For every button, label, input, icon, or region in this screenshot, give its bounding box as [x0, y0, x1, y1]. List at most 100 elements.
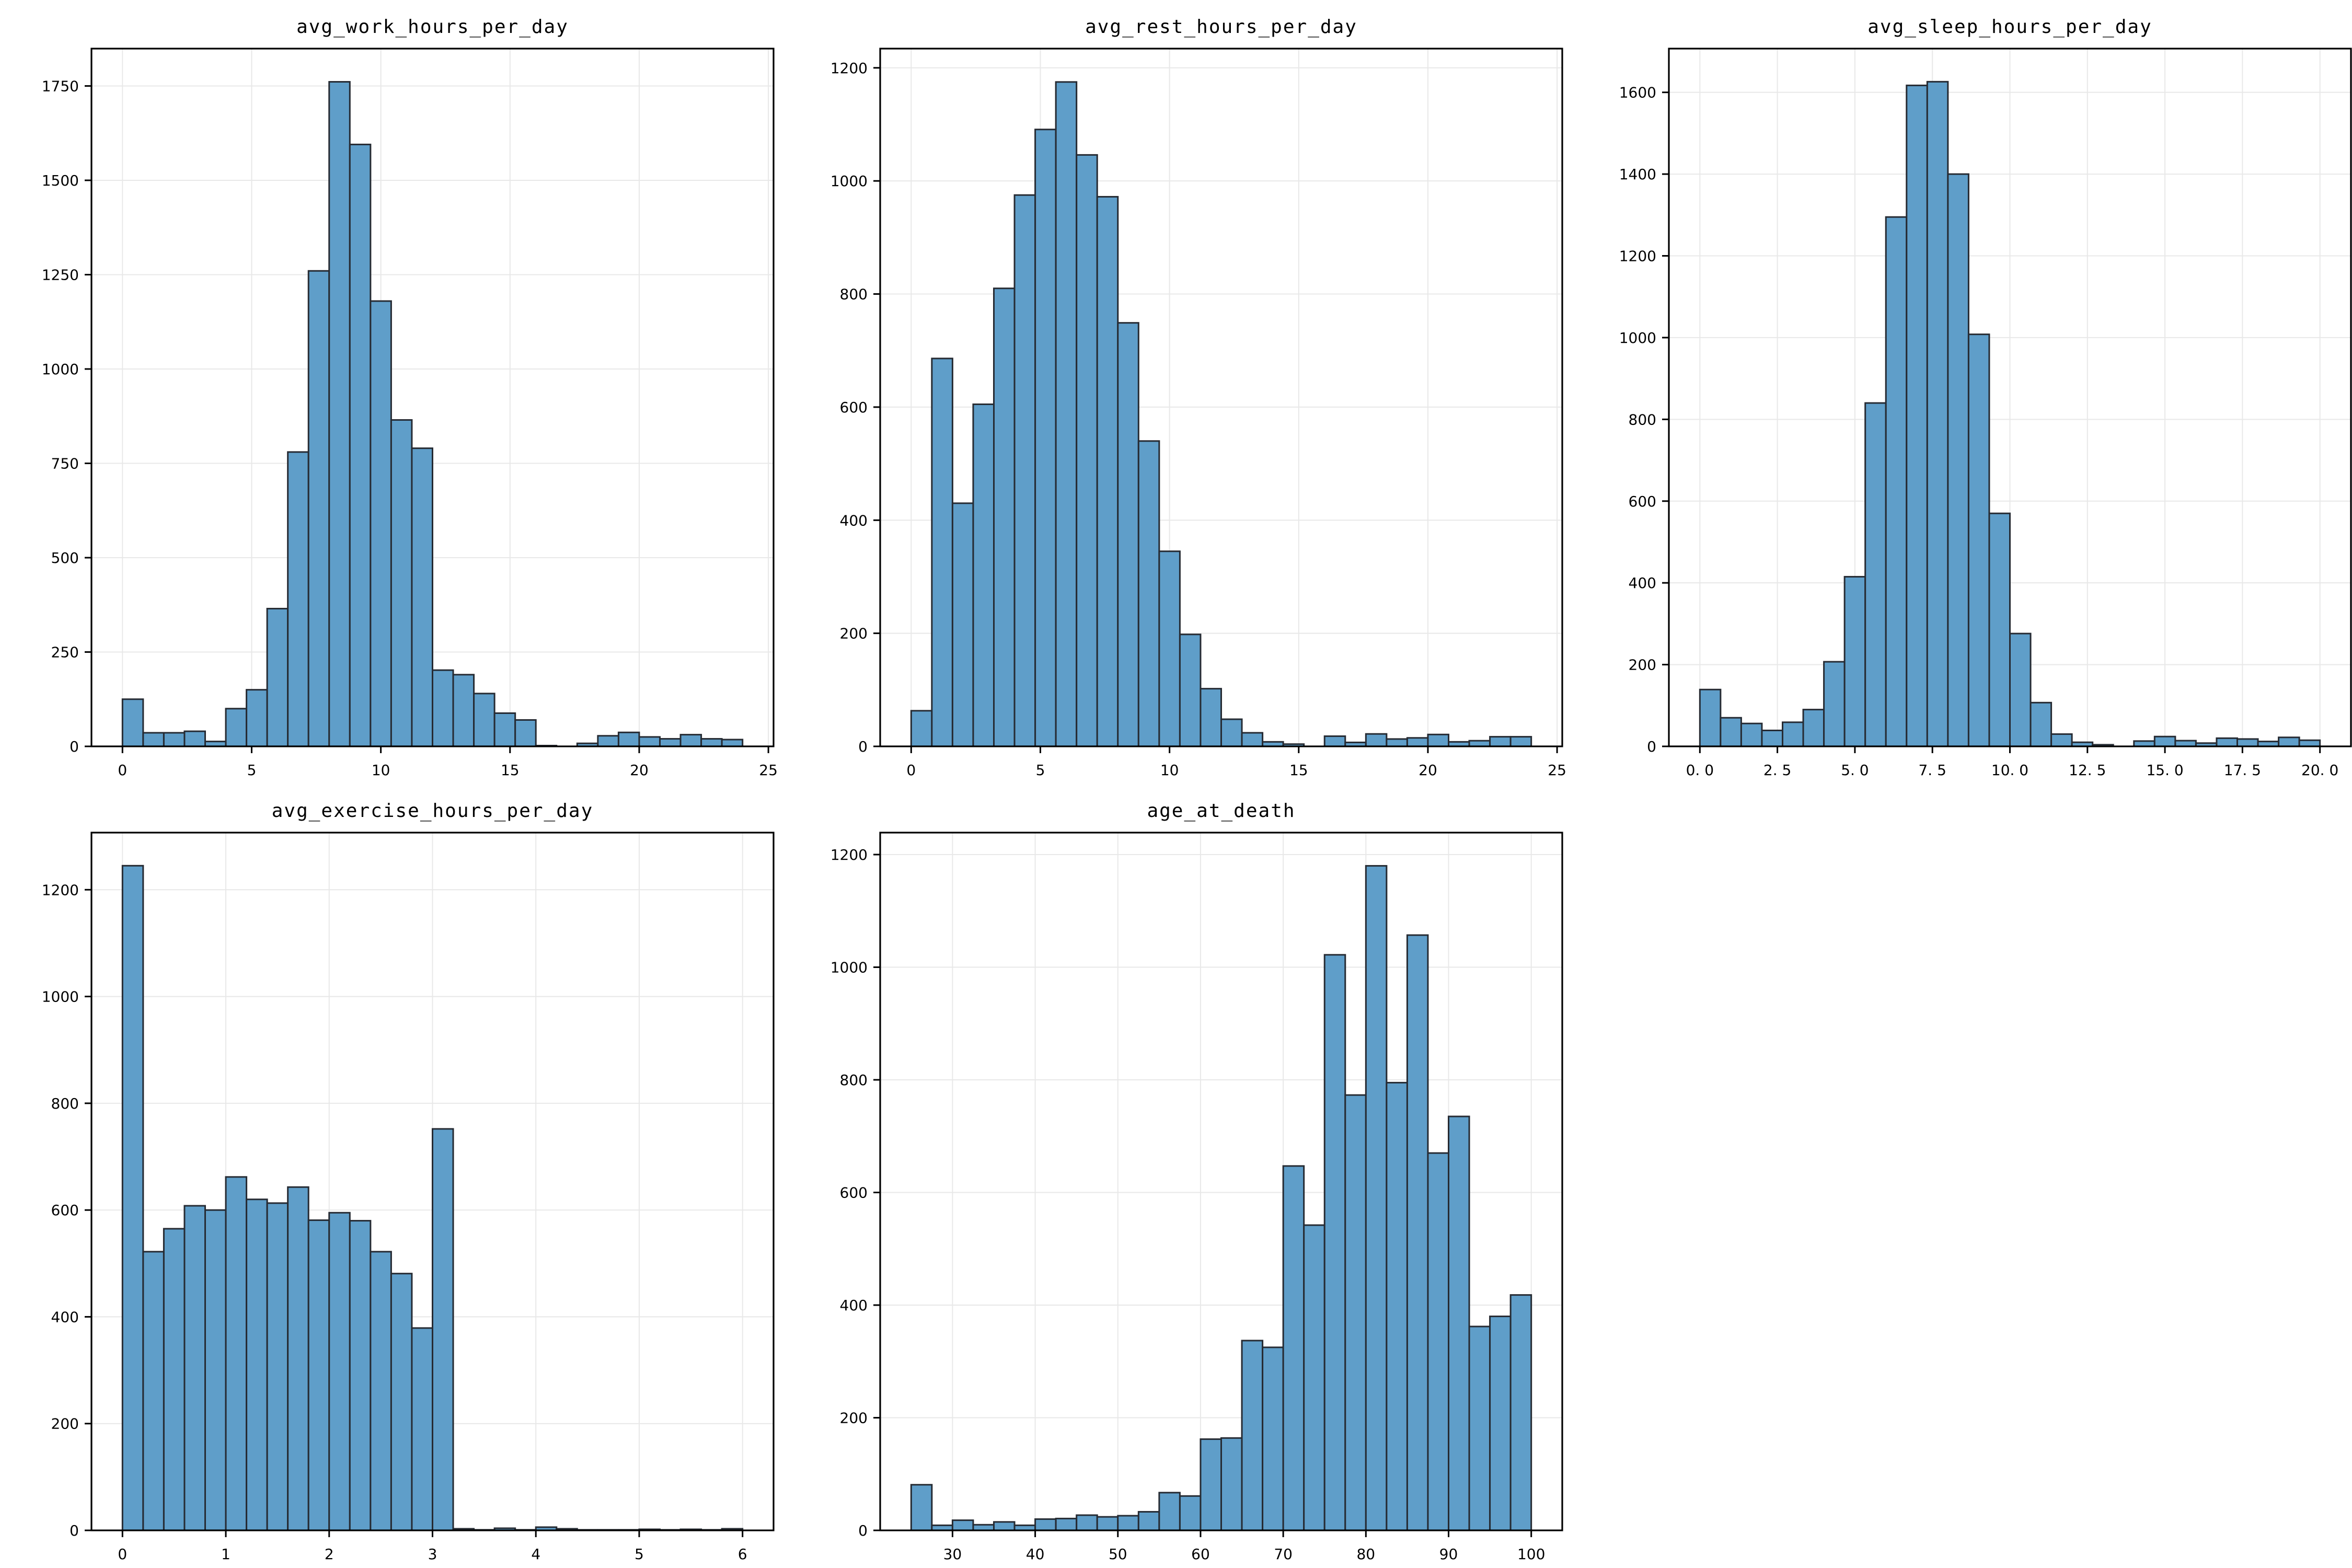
histogram-bar [1699, 688, 1722, 747]
x-tick-label: 10 [372, 762, 390, 779]
histogram-bar [2174, 740, 2197, 747]
plot-border [879, 832, 1563, 1531]
histogram-bar [1034, 1518, 1057, 1531]
histogram-bar [1823, 661, 1846, 747]
histogram-bar [1864, 402, 1887, 747]
histogram-bar [1489, 736, 1512, 747]
histogram-bar [1947, 173, 1969, 747]
x-tick-label: 15 [501, 762, 520, 779]
histogram-bar [1365, 733, 1388, 747]
y-tick-label: 750 [51, 455, 79, 472]
chart-title-exercise-hours: avg_exercise_hours_per_day [271, 800, 594, 822]
x-tick-label: 90 [1439, 1546, 1458, 1563]
histogram-bar [2009, 632, 2032, 747]
y-tick-label: 200 [51, 1415, 79, 1433]
x-tick-label: 5 [635, 1546, 644, 1563]
histogram-bar [638, 736, 661, 747]
subplot-avg_sleep_hours_per_day: 0. 0 2. 5 5. 0 7. 5 10. 0 12. 5 15. 0 17. 5 20. … [1619, 48, 2352, 779]
histogram-bar [1220, 718, 1243, 747]
x-tick-label: 0. 0 [1686, 762, 1714, 779]
x-tick-label: 10. 0 [1991, 762, 2028, 779]
histogram-bar [1076, 154, 1098, 747]
histogram-bar [1137, 440, 1160, 747]
histogram-bar [1241, 732, 1264, 747]
histogram-bar [1782, 721, 1804, 747]
histogram-bar [411, 447, 433, 747]
histogram-bar [163, 1228, 186, 1531]
y-tick-label: 500 [51, 549, 79, 567]
x-tick-label: 20 [630, 762, 649, 779]
histogram-bar [1076, 1514, 1098, 1531]
y-tick-label: 800 [51, 1095, 79, 1112]
x-tick-label: 3 [428, 1546, 437, 1563]
x-tick-label: 4 [531, 1546, 540, 1563]
y-tick-label: 1000 [42, 361, 79, 378]
histogram-bar [1720, 717, 1742, 747]
y-tick-label: 0 [858, 738, 868, 755]
y-tick-label: 1600 [1619, 84, 1656, 101]
x-tick-label: 2. 5 [1763, 762, 1791, 779]
histogram-bar [2216, 737, 2239, 747]
histogram-bar [1468, 1325, 1491, 1531]
x-tick-label: 5 [1036, 762, 1045, 779]
histogram-bar [183, 730, 206, 747]
histogram-bar [370, 1251, 392, 1531]
x-tick-label: 10 [1160, 762, 1179, 779]
histogram-bar [1926, 80, 1949, 747]
histogram-bar [432, 1128, 454, 1531]
histogram-bar [972, 403, 995, 747]
x-tick-label: 12. 5 [2069, 762, 2106, 779]
x-tick-label: 30 [943, 1546, 962, 1563]
histogram-bar [1241, 1340, 1264, 1531]
histogram-bar [597, 735, 619, 747]
histogram-bar [142, 1251, 165, 1531]
histogram-bar [993, 287, 1016, 747]
x-tick-label: 15 [1289, 762, 1308, 779]
histogram-bar [1179, 633, 1202, 747]
histogram-bar [411, 1327, 433, 1531]
y-tick-label: 0 [70, 738, 79, 755]
histogram-bar [514, 719, 537, 747]
x-tick-label: 0 [118, 762, 127, 779]
histogram-bar [1117, 322, 1139, 747]
histogram-bar [700, 738, 723, 747]
y-tick-label: 1750 [42, 77, 79, 95]
histogram-bar [617, 731, 640, 747]
histogram-bar [432, 669, 454, 747]
histogram-bar [2153, 735, 2176, 747]
x-tick-label: 5 [247, 762, 257, 779]
y-tick-label: 1000 [831, 959, 868, 976]
subplot-avg_rest_hours_per_day: 0 5 10 15 20 25 0 200 400 600 800 1000 1200 [831, 48, 1566, 779]
x-tick-label: 5. 0 [1841, 762, 1869, 779]
histogram-bar [2236, 738, 2259, 747]
x-tick-label: 25 [1548, 762, 1566, 779]
histogram-bar [1117, 1515, 1139, 1531]
x-tick-label: 70 [1274, 1546, 1293, 1563]
histogram-bar [1489, 1316, 1512, 1531]
histogram-bar [1740, 722, 1763, 747]
histogram-bar [1013, 194, 1036, 747]
histogram-bar [452, 674, 475, 747]
subplot-avg_exercise_hours_per_day: 0 1 2 3 4 5 6 0 200 400 600 800 1000 1200 [42, 832, 775, 1563]
y-tick-label: 0 [858, 1522, 868, 1539]
x-tick-label: 100 [1517, 1546, 1545, 1563]
histogram-bar [307, 270, 330, 747]
histogram-bar [1096, 195, 1119, 747]
x-tick-label: 60 [1191, 1546, 1210, 1563]
x-tick-label: 7. 5 [1918, 762, 1946, 779]
histogram-bar [246, 689, 268, 747]
x-tick-label: 15. 0 [2146, 762, 2183, 779]
histogram-bar [1843, 575, 1866, 747]
histogram-bar [1427, 1152, 1450, 1531]
histogram-bar [370, 300, 392, 747]
histogram-bar [993, 1521, 1016, 1531]
histogram-bar [163, 732, 186, 747]
histogram-bar [1406, 934, 1429, 1531]
x-tick-label: 50 [1109, 1546, 1127, 1563]
histogram-bar [1365, 865, 1388, 1531]
histogram-bar [121, 864, 144, 1531]
x-tick-label: 0 [906, 762, 916, 779]
histogram-bar [1761, 729, 1784, 747]
